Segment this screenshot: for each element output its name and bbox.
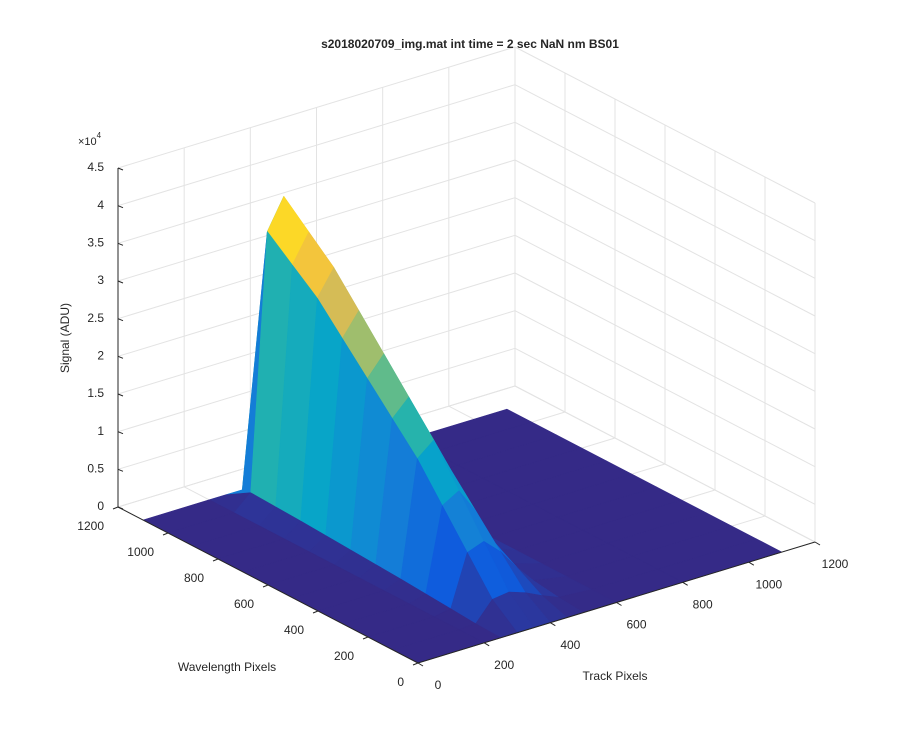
y-tick-label: 200 xyxy=(334,649,354,663)
x-tick xyxy=(682,581,688,586)
z-tick-label: 4.5 xyxy=(87,160,104,174)
y-tick xyxy=(362,636,369,640)
grid-line xyxy=(514,272,816,430)
x-tick xyxy=(748,561,755,566)
y-tick xyxy=(262,584,269,588)
z-scale-label: ×104 xyxy=(78,131,102,148)
z-scale-power: 4 xyxy=(97,131,102,140)
x-tick-label: 800 xyxy=(693,598,713,612)
y-tick xyxy=(312,610,319,614)
grid-line xyxy=(514,84,816,242)
y-tick-label: 0 xyxy=(397,675,404,689)
z-scale-base: ×10 xyxy=(78,136,97,148)
x-tick xyxy=(417,662,424,667)
axes: 0200400600800100012000200400600800100012… xyxy=(77,160,848,692)
z-tick-label: 1 xyxy=(97,424,104,438)
x-tick-label: 600 xyxy=(626,618,646,632)
x-tick-label: 1200 xyxy=(822,557,849,571)
grid-line xyxy=(514,310,816,468)
x-tick-label: 0 xyxy=(435,678,442,692)
x-tick xyxy=(814,541,821,546)
y-axis-label: Wavelength Pixels xyxy=(178,660,276,674)
grid-line xyxy=(117,46,516,169)
y-tick xyxy=(112,506,119,510)
z-tick-label: 3 xyxy=(97,273,104,287)
grid-line xyxy=(117,121,516,244)
y-tick-label: 1000 xyxy=(127,545,154,559)
y-tick xyxy=(412,662,419,666)
x-tick xyxy=(550,622,556,627)
z-tick xyxy=(117,318,124,322)
y-tick-label: 400 xyxy=(284,623,304,637)
y-tick-label: 800 xyxy=(184,571,204,585)
z-tick-label: 4 xyxy=(97,198,104,212)
x-tick xyxy=(483,642,490,647)
z-tick xyxy=(117,506,124,510)
z-tick-label: 3.5 xyxy=(87,236,104,250)
surface xyxy=(142,196,783,664)
x-axis-label: Track Pixels xyxy=(583,669,648,683)
z-tick-label: 2 xyxy=(97,349,104,363)
x-tick-label: 400 xyxy=(560,638,580,652)
grid-line xyxy=(514,347,816,505)
z-tick xyxy=(117,431,124,435)
y-tick xyxy=(212,558,219,562)
z-tick-label: 0 xyxy=(97,499,104,513)
chart-title: s2018020709_img.mat int time = 2 sec NaN… xyxy=(321,37,619,51)
z-tick xyxy=(117,280,124,284)
grid-line xyxy=(117,84,516,207)
y-tick-label: 1200 xyxy=(77,519,104,533)
grid-line xyxy=(514,197,816,355)
z-tick xyxy=(117,393,124,397)
y-tick-label: 600 xyxy=(234,597,254,611)
grid-line xyxy=(514,234,816,392)
z-tick-label: 0.5 xyxy=(87,462,104,476)
z-axis-label: Signal (ADU) xyxy=(58,303,72,373)
z-tick-label: 2.5 xyxy=(87,311,104,325)
grid-line xyxy=(514,46,816,204)
x-tick-label: 1000 xyxy=(755,577,782,591)
grid-line xyxy=(514,121,816,279)
z-tick-label: 1.5 xyxy=(87,386,104,400)
z-tick xyxy=(117,355,124,359)
y-tick xyxy=(162,532,169,536)
grid-line xyxy=(117,159,516,282)
x-tick-label: 200 xyxy=(494,658,514,672)
grid-line xyxy=(514,159,816,317)
grid-line xyxy=(514,385,816,543)
z-tick xyxy=(117,468,124,472)
z-tick xyxy=(117,167,124,171)
z-tick xyxy=(117,205,124,209)
x-tick xyxy=(616,602,622,606)
z-tick xyxy=(117,242,124,246)
